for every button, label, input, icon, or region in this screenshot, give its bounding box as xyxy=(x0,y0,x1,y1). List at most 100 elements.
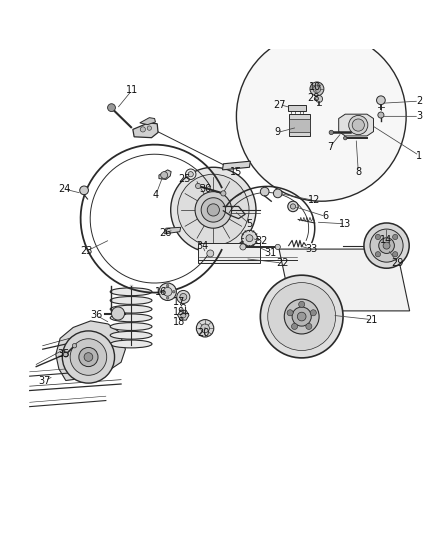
Text: 34: 34 xyxy=(196,240,208,251)
Circle shape xyxy=(166,296,169,299)
Ellipse shape xyxy=(110,288,152,296)
Circle shape xyxy=(378,112,384,118)
Text: 37: 37 xyxy=(39,376,51,385)
Circle shape xyxy=(62,331,115,383)
Circle shape xyxy=(159,283,177,301)
Circle shape xyxy=(260,187,269,196)
Text: 36: 36 xyxy=(90,310,102,320)
Polygon shape xyxy=(288,106,306,111)
Circle shape xyxy=(377,96,385,104)
Circle shape xyxy=(207,250,214,257)
Circle shape xyxy=(383,242,390,249)
Circle shape xyxy=(108,104,116,111)
Text: 7: 7 xyxy=(327,142,333,152)
Polygon shape xyxy=(56,321,125,381)
Circle shape xyxy=(392,235,398,240)
Bar xyxy=(289,114,310,136)
Text: 30: 30 xyxy=(199,184,211,194)
Polygon shape xyxy=(279,249,410,311)
Circle shape xyxy=(292,307,311,326)
Text: 28: 28 xyxy=(307,93,320,103)
Circle shape xyxy=(140,127,145,132)
Text: 13: 13 xyxy=(339,219,351,229)
Circle shape xyxy=(63,352,68,357)
Text: 10: 10 xyxy=(309,82,321,92)
Circle shape xyxy=(379,238,394,254)
Text: 4: 4 xyxy=(153,190,159,200)
Text: 11: 11 xyxy=(126,85,138,95)
Circle shape xyxy=(268,282,336,351)
Polygon shape xyxy=(165,228,181,234)
Circle shape xyxy=(310,310,316,316)
Text: 17: 17 xyxy=(173,297,185,307)
Bar xyxy=(289,118,310,132)
Circle shape xyxy=(79,348,98,367)
Ellipse shape xyxy=(110,305,152,313)
Circle shape xyxy=(273,189,282,198)
Text: 2: 2 xyxy=(416,96,422,106)
Circle shape xyxy=(163,287,172,296)
Circle shape xyxy=(185,169,196,180)
Text: 8: 8 xyxy=(355,167,361,176)
Circle shape xyxy=(306,324,312,329)
Text: 1: 1 xyxy=(416,150,422,160)
Polygon shape xyxy=(339,114,374,136)
Text: 24: 24 xyxy=(58,184,71,194)
Circle shape xyxy=(178,174,249,246)
Circle shape xyxy=(370,229,403,262)
Circle shape xyxy=(72,344,77,348)
Text: 22: 22 xyxy=(276,258,288,268)
Text: 15: 15 xyxy=(230,167,243,176)
Circle shape xyxy=(316,95,322,102)
Circle shape xyxy=(329,130,333,135)
Text: 12: 12 xyxy=(307,196,320,205)
Text: 16: 16 xyxy=(155,287,168,297)
Circle shape xyxy=(166,284,169,287)
Circle shape xyxy=(195,183,201,189)
Circle shape xyxy=(70,339,107,375)
Circle shape xyxy=(392,252,398,257)
Circle shape xyxy=(160,290,163,293)
Circle shape xyxy=(221,191,226,196)
Text: 25: 25 xyxy=(178,174,191,184)
Circle shape xyxy=(84,353,93,361)
Circle shape xyxy=(201,324,209,333)
Circle shape xyxy=(207,204,219,216)
Circle shape xyxy=(240,244,246,250)
Ellipse shape xyxy=(110,322,152,330)
Polygon shape xyxy=(159,170,171,180)
Text: 23: 23 xyxy=(80,246,92,256)
Circle shape xyxy=(375,235,381,240)
Circle shape xyxy=(284,299,319,334)
Circle shape xyxy=(313,85,321,93)
Circle shape xyxy=(161,172,168,179)
Text: 9: 9 xyxy=(275,127,281,138)
Circle shape xyxy=(171,167,256,253)
Circle shape xyxy=(237,31,406,201)
Circle shape xyxy=(364,223,409,268)
Circle shape xyxy=(290,204,296,209)
Polygon shape xyxy=(140,118,155,125)
Circle shape xyxy=(343,136,347,140)
Ellipse shape xyxy=(110,314,152,322)
Circle shape xyxy=(299,301,305,308)
Polygon shape xyxy=(223,161,251,170)
Circle shape xyxy=(352,119,364,131)
Text: 3: 3 xyxy=(416,111,422,122)
Text: 32: 32 xyxy=(255,236,268,246)
Circle shape xyxy=(188,172,193,177)
Circle shape xyxy=(201,198,226,222)
Circle shape xyxy=(80,186,88,195)
Text: 14: 14 xyxy=(381,235,393,245)
Text: 26: 26 xyxy=(160,228,172,238)
Circle shape xyxy=(260,275,343,358)
Circle shape xyxy=(195,192,232,228)
Polygon shape xyxy=(133,123,158,138)
Circle shape xyxy=(349,116,368,135)
Circle shape xyxy=(287,310,293,316)
Text: 5: 5 xyxy=(246,219,253,229)
Circle shape xyxy=(147,126,152,130)
Text: 29: 29 xyxy=(391,258,404,268)
Text: 18: 18 xyxy=(173,317,185,327)
Text: 27: 27 xyxy=(274,100,286,110)
